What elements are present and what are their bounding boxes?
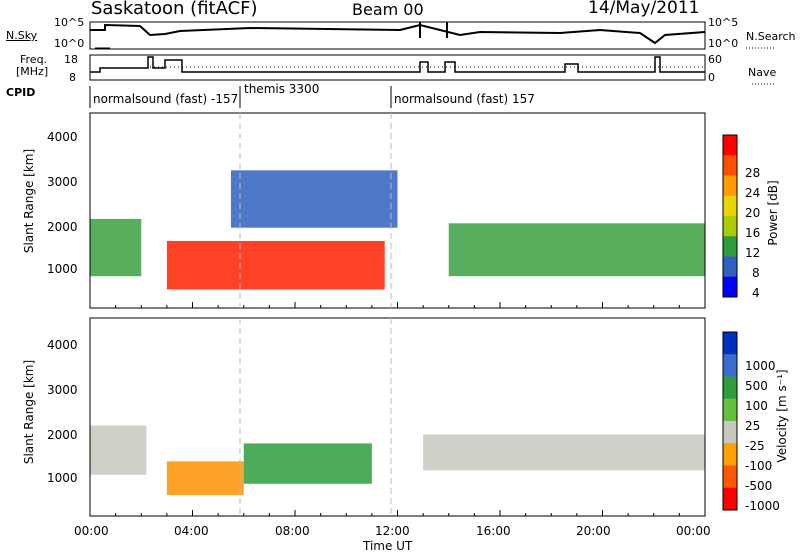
velocity-cbar-swatch-0: [723, 332, 737, 355]
power-cbar-swatch-0: [723, 135, 737, 156]
velocity-cbar-tick-minus100: -100: [745, 459, 773, 473]
velocity-cbar-tick-minus25: -25: [745, 439, 765, 453]
velocity-ytick-2000: 2000: [47, 428, 78, 442]
power-cbar-swatch-3: [723, 195, 737, 217]
power-colorbar: [722, 134, 738, 298]
power-cbar-swatch-6: [723, 256, 737, 278]
station-title: Saskatoon (fitACF): [91, 0, 258, 19]
nsky-line: [90, 23, 706, 45]
velocity-region-2: [243, 443, 372, 484]
power-cbar-tick-28: 28: [745, 166, 761, 180]
nsearch-tick-bottom: 10^0: [708, 37, 739, 50]
nsearch-tick-top: 10^5: [708, 16, 739, 29]
x-tick-marks: [89, 302, 706, 516]
power-cbar-tick-20: 20: [745, 206, 761, 220]
power-cbar-swatch-2: [723, 175, 737, 197]
cpid-segment-2: themis 3300: [244, 82, 320, 96]
freq-tick-bottom: 8: [69, 71, 76, 84]
velocity-cbar-tick-100: 100: [745, 399, 768, 413]
velocity-cbar-swatch-3: [723, 398, 737, 422]
power-region-3: [448, 223, 705, 277]
beam-title: Beam 00: [352, 0, 424, 19]
velocity-ytick-1000: 1000: [47, 471, 78, 485]
freq-unit-label: [MHz]: [16, 65, 49, 78]
power-cbar-tick-4: 4: [752, 286, 760, 300]
power-cbar-swatch-5: [723, 236, 737, 257]
velocity-cbar-tick-1000: 1000: [745, 359, 776, 373]
power-cbar-swatch-4: [723, 216, 737, 237]
velocity-cbar-tick-minus1000: -1000: [745, 499, 780, 513]
power-region-0: [90, 218, 142, 277]
velocity-cbar-swatch-7: [723, 487, 737, 511]
xtick-0: 00:00: [74, 524, 109, 538]
xtick-4: 16:00: [476, 524, 511, 538]
power-cbar-tick-8: 8: [752, 266, 760, 280]
velocity-cbar-swatch-6: [723, 465, 737, 489]
nave-tick-top: 60: [708, 53, 722, 66]
freq-panel-frame: [89, 54, 706, 81]
xtick-6: 00:00: [676, 524, 711, 538]
date-title: 14/May/2011: [588, 0, 700, 18]
power-cbar-tick-16: 16: [745, 226, 761, 240]
power-ytick-2000: 2000: [47, 220, 78, 234]
power-cbar-swatch-7: [723, 276, 737, 298]
xtick-5: 20:00: [576, 524, 611, 538]
velocity-region-3: [423, 434, 705, 471]
power-ytick-4000: 4000: [47, 130, 78, 144]
nsky-label: N.Sky: [6, 29, 38, 42]
velocity-colorbar: [722, 331, 738, 511]
nsky-tick-bottom: 10^0: [54, 37, 85, 50]
velocity-cbar-swatch-2: [723, 376, 737, 400]
velocity-region-1: [166, 461, 244, 495]
nave-tick-bottom: 0: [708, 71, 715, 84]
freq-line: [90, 56, 705, 73]
cpid-segment-3: normalsound (fast) 157: [394, 92, 535, 106]
cpid-label: CPID: [6, 86, 36, 99]
velocity-ytick-3000: 3000: [47, 383, 78, 397]
velocity-heatmap: [90, 425, 705, 495]
cpid-segment-1: normalsound (fast) -157: [93, 92, 239, 106]
velocity-region-0: [90, 425, 147, 475]
velocity-cbar-swatch-1: [723, 354, 737, 377]
velocity-cbar-frame: [722, 331, 738, 511]
power-cbar-tick-12: 12: [745, 246, 761, 260]
xtick-3: 12:00: [375, 524, 410, 538]
power-heatmap: [90, 170, 705, 290]
power-cbar-frame: [722, 134, 738, 298]
velocity-cbar-tick-25: 25: [745, 419, 761, 433]
nsky-tick-top: 10^5: [54, 16, 85, 29]
noise-panel-frame: [89, 21, 706, 50]
freq-label: Freq.: [20, 53, 48, 66]
power-ytick-3000: 3000: [47, 175, 78, 189]
velocity-cbar-tick-500: 500: [745, 379, 768, 393]
xlabel: Time UT: [363, 539, 413, 553]
velocity-ytick-4000: 4000: [47, 338, 78, 352]
velocity-cbar-tick-minus500: -500: [745, 479, 773, 493]
nave-label: Nave: [748, 66, 777, 79]
power-ytick-1000: 1000: [47, 262, 78, 276]
xtick-1: 04:00: [174, 524, 209, 538]
velocity-cbar-swatch-5: [723, 443, 737, 466]
power-region-2: [230, 170, 398, 228]
power-cbar-swatch-1: [723, 155, 737, 176]
power-region-1: [166, 240, 385, 290]
freq-tick-top: 18: [64, 53, 78, 66]
nsearch-label: N.Search: [746, 30, 796, 43]
power-cbar-tick-24: 24: [745, 186, 761, 200]
velocity-cbar-swatch-4: [723, 421, 737, 444]
xtick-2: 08:00: [275, 524, 310, 538]
